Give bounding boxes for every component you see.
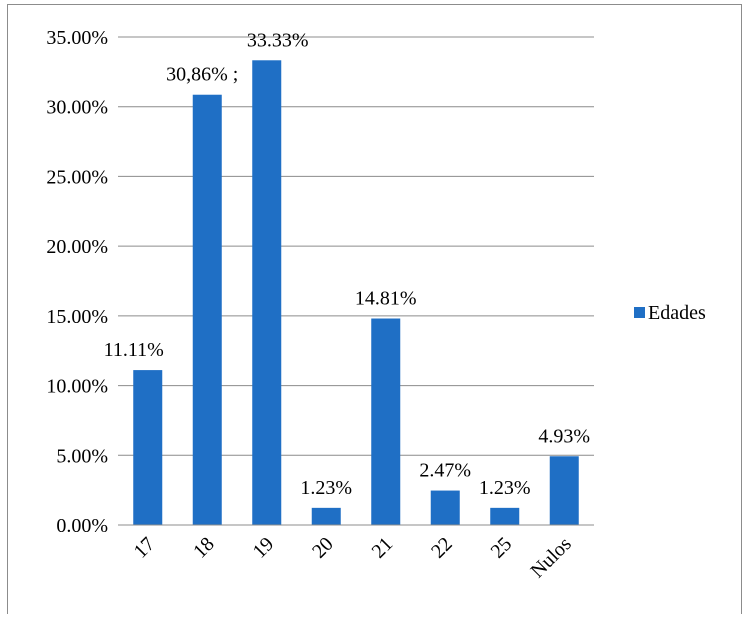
data-label: 2.47% xyxy=(419,460,471,482)
x-tick-label: 22 xyxy=(427,533,457,563)
chart-frame xyxy=(7,4,742,614)
bar-20 xyxy=(311,507,341,525)
y-tick-label: 10.00% xyxy=(46,376,108,398)
bar-25 xyxy=(490,507,520,525)
y-tick-label: 30.00% xyxy=(46,97,108,119)
bar-18 xyxy=(192,94,222,526)
legend: Edades xyxy=(634,302,706,324)
x-axis-tick-labels: 17 18 19 20 21 22 25 Nulos xyxy=(130,533,576,582)
data-labels: 11.11% 30,86% ; 33.33% 1.23% 14.81% 2.47% 1.23… xyxy=(104,29,590,499)
data-label: 11.11% xyxy=(104,339,164,361)
x-tick-label: 21 xyxy=(368,533,398,563)
data-label: 1.23% xyxy=(300,477,352,499)
bar-22 xyxy=(430,490,460,525)
x-tick-label: 19 xyxy=(249,533,279,563)
x-tick-label: 20 xyxy=(308,533,338,563)
y-tick-label: 35.00% xyxy=(46,27,108,49)
x-tick-label: 17 xyxy=(130,533,160,563)
bar-19 xyxy=(252,60,282,525)
bar-nulos xyxy=(549,456,579,525)
legend-label: Edades xyxy=(648,302,706,324)
data-label: 4.93% xyxy=(538,425,590,447)
y-axis-tick-labels: 0.00% 5.00% 10.00% 15.00% 20.00% 25.00% 30.00%… xyxy=(46,27,108,537)
bars xyxy=(133,60,579,526)
x-tick-label: 18 xyxy=(189,533,219,563)
bar-17 xyxy=(133,370,163,525)
legend-swatch xyxy=(634,307,645,318)
data-label: 14.81% xyxy=(355,288,417,310)
y-tick-label: 25.00% xyxy=(46,166,108,188)
bar-21 xyxy=(371,318,401,525)
data-label: 1.23% xyxy=(479,477,531,499)
x-tick-label: 25 xyxy=(487,533,517,563)
y-tick-label: 5.00% xyxy=(56,445,108,467)
y-tick-label: 0.00% xyxy=(56,515,108,537)
y-tick-label: 15.00% xyxy=(46,306,108,328)
gridlines xyxy=(118,36,594,456)
y-tick-label: 20.00% xyxy=(46,236,108,258)
x-tick-label: Nulos xyxy=(526,533,575,582)
data-label: 33.33% xyxy=(247,29,309,51)
data-label: 30,86% ; xyxy=(166,64,238,86)
